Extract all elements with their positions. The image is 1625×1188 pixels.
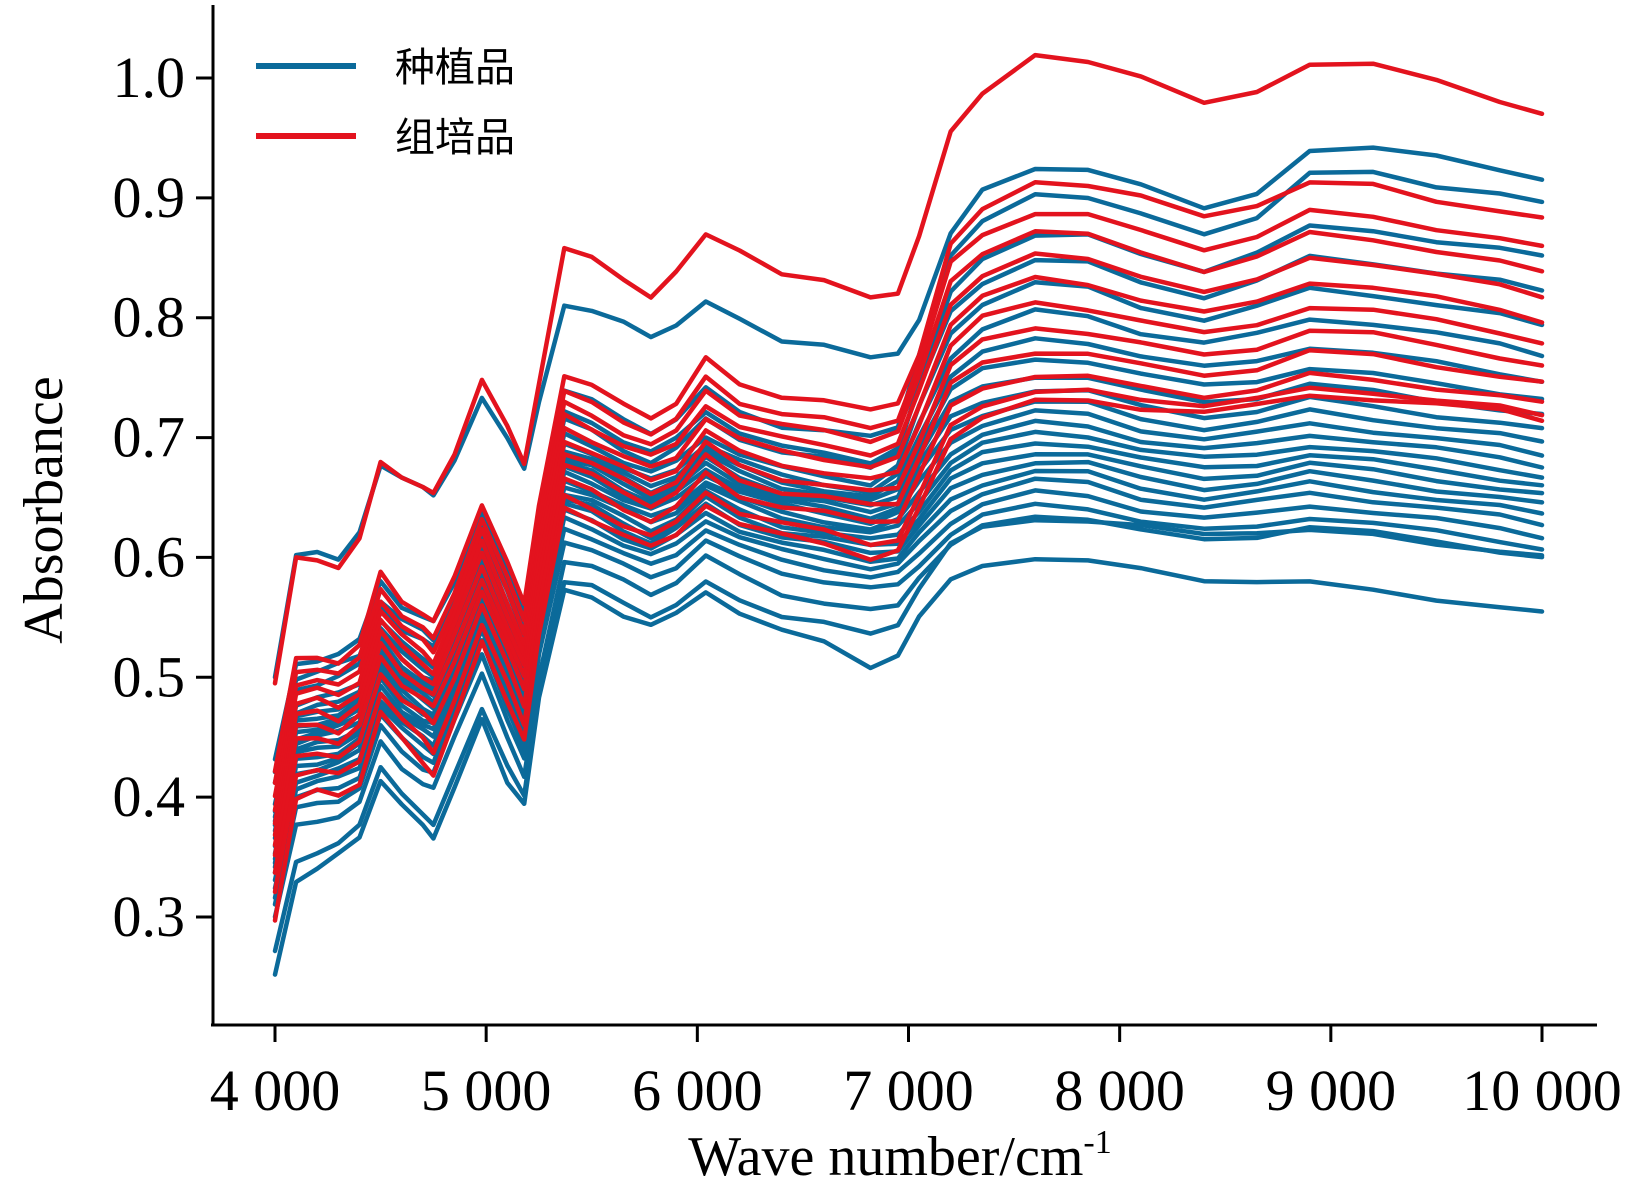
y-axis-title: Absorbance xyxy=(13,376,75,643)
y-ticks: 0.3 0.4 0.5 0.6 0.7 0.8 0.9 1.0 xyxy=(113,45,213,949)
tissue-culture-spectrum-line-2 xyxy=(272,179,1545,774)
x-tick-label: 7 000 xyxy=(843,1058,974,1123)
tissue-culture-spectrum-line-8 xyxy=(272,326,1545,848)
x-ticks: 4 000 5 000 6 000 7 000 8 000 9 000 10 000 xyxy=(210,1025,1622,1123)
planted-spectrum-line-11 xyxy=(272,399,1545,841)
tissue-culture-spectrum-line-4 xyxy=(272,229,1545,799)
tissue-culture-spectrum-line-3 xyxy=(272,207,1545,786)
x-tick-label: 4 000 xyxy=(210,1058,341,1123)
planted-spectrum-line-23 xyxy=(272,517,1545,954)
y-tick-label: 0.6 xyxy=(113,524,186,589)
x-axis-title-superscript: -1 xyxy=(1083,1124,1111,1161)
tissue-culture-spectrum-line-10 xyxy=(272,370,1545,875)
legend-label-tissue-culture: 组培品 xyxy=(395,115,515,161)
tissue-culture-spectrum-line-1 xyxy=(272,52,1545,686)
legend-label-planted: 种植品 xyxy=(395,45,515,91)
tissue-culture-spectrum-line-5 xyxy=(272,251,1545,813)
planted-spectrum-line-14 xyxy=(272,429,1545,862)
x-tick-label: 9 000 xyxy=(1266,1058,1397,1123)
y-tick-label: 0.3 xyxy=(113,884,186,949)
y-tick-label: 0.9 xyxy=(113,165,186,230)
y-tick-label: 1.0 xyxy=(113,45,186,110)
x-tick-label: 6 000 xyxy=(632,1058,763,1123)
planted-spectrum-line-2 xyxy=(272,169,1545,762)
planted-spectrum-line-19 xyxy=(272,476,1545,891)
y-tick-label: 0.8 xyxy=(113,285,186,350)
planted-spectrum-line-21 xyxy=(272,501,1545,907)
x-tick-label: 5 000 xyxy=(421,1058,552,1123)
tissue-culture-spectrum-line-12 xyxy=(272,393,1545,923)
axes xyxy=(211,5,1597,1027)
tissue-culture-spectrum-line-6 xyxy=(272,274,1545,826)
y-tick-label: 0.5 xyxy=(113,644,186,709)
y-tick-label: 0.7 xyxy=(113,405,186,470)
planted-spectrum-line-24 xyxy=(272,556,1545,977)
plot-lines xyxy=(272,52,1545,977)
planted-spectrum-line-8 xyxy=(272,357,1545,824)
x-axis-title: Wave number/cm-1 xyxy=(688,1124,1111,1188)
x-tick-label: 10 000 xyxy=(1462,1058,1622,1123)
y-tick-label: 0.4 xyxy=(113,764,186,829)
x-tick-label: 8 000 xyxy=(1054,1058,1185,1123)
planted-spectrum-line-22 xyxy=(272,514,1545,920)
x-axis-title-text: Wave number/cm xyxy=(688,1126,1083,1188)
planted-spectrum-line-6 xyxy=(272,307,1545,814)
legend: 种植品 组培品 xyxy=(256,45,515,161)
tissue-culture-spectrum-line-11 xyxy=(272,385,1545,895)
planted-spectrum-line-13 xyxy=(272,418,1545,856)
tissue-culture-spectrum-line-9 xyxy=(272,347,1545,858)
tissue-culture-spectrum-line-7 xyxy=(272,300,1545,838)
